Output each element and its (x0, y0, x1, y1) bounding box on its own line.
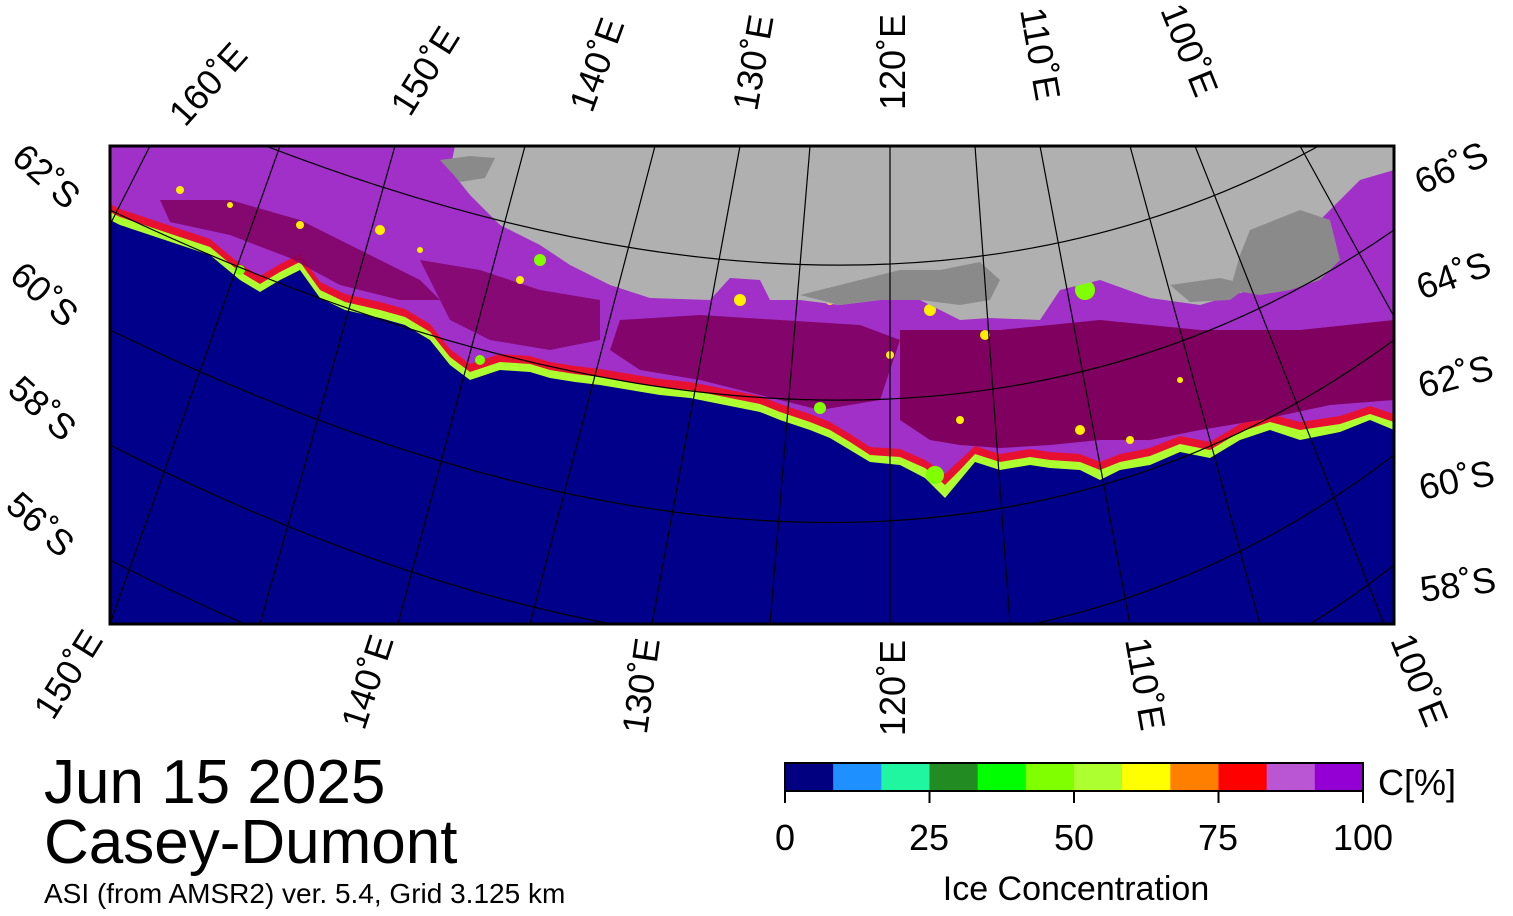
colorbar-bin (833, 763, 882, 791)
bottom-lon-label-140e: 140˚E (333, 630, 402, 734)
ice-shelf-central (800, 262, 1000, 305)
colorbar-bins (785, 763, 1364, 791)
colorbar-tick-label-75: 75 (1198, 817, 1238, 858)
colorbar-tick-label-25: 25 (909, 817, 949, 858)
map-frame (108, 144, 1396, 626)
colorbar-bin (1074, 763, 1123, 791)
colorbar-ticks (784, 791, 1364, 803)
top-lon-label-160e: 160˚E (160, 35, 255, 134)
colorbar-label: Ice Concentration (943, 870, 1210, 908)
top-lon-label-110e: 110˚E (1012, 4, 1069, 103)
colorbar-bin (1025, 763, 1075, 791)
right-lat-label-58s: 58˚S (1417, 559, 1498, 610)
left-lat-label-56s: 56˚S (0, 483, 83, 564)
meridian-145e (259, 146, 396, 624)
right-lat-label-64s: 64˚S (1411, 243, 1496, 308)
colorbar-bin (1314, 763, 1364, 791)
colorbar-bin (1218, 763, 1268, 791)
meridian-135e (529, 146, 656, 624)
consolidated-ice-mid (420, 260, 600, 350)
bottom-lon-label-150e: 150˚E (25, 623, 111, 726)
right-lat-label-66s: 66˚S (1408, 133, 1494, 202)
map-region-title: Casey-Dumont (44, 808, 458, 877)
colorbar-bin (1266, 763, 1316, 791)
right-latitude-labels: 66˚S 64˚S 62˚S 60˚S 58˚S (1408, 133, 1498, 610)
colorbar-tick-label-100: 100 (1333, 817, 1393, 858)
latitude-line-58s (110, 444, 1394, 624)
meridian-150e (110, 146, 281, 624)
top-lon-label-130e: 130˚E (725, 12, 782, 114)
bottom-lon-label-100e: 100˚E (1383, 628, 1457, 732)
left-latitude-labels: 62˚S 60˚S 58˚S 56˚S (0, 135, 89, 564)
colorbar-bin (929, 763, 979, 791)
top-longitude-labels: 160˚E 150˚E 140˚E 130˚E 120˚E 110˚E 100˚… (160, 0, 1226, 133)
ice-shelf-west (440, 156, 495, 182)
colorbar-tick-label-50: 50 (1054, 817, 1094, 858)
meridian-160e (110, 146, 151, 227)
ice-shelf-mid (1170, 278, 1250, 302)
latitude-line-64s (264, 146, 1320, 266)
meridian-110e (1039, 146, 1131, 624)
colorbar-bin (1122, 763, 1171, 791)
map-date-title: Jun 15 2025 (44, 748, 386, 817)
colorbar-bin (785, 763, 834, 791)
ice-shelf-east (1230, 210, 1340, 295)
colorbar-bin (977, 763, 1027, 791)
consolidated-ice-west (160, 200, 440, 300)
top-lon-label-140e: 140˚E (561, 12, 632, 116)
right-lat-label-60s: 60˚S (1415, 452, 1498, 508)
consolidated-ice-east (900, 320, 1394, 448)
top-lon-label-120e: 120˚E (872, 14, 913, 110)
left-lat-label-60s: 60˚S (3, 253, 87, 334)
bottom-lon-label-130e: 130˚E (614, 635, 668, 736)
latitude-line-62s (110, 209, 1394, 401)
latitude-line-60s (110, 329, 1394, 524)
meridian-105e (1129, 146, 1261, 624)
meridian-95e (1299, 146, 1394, 318)
meridian-125e (769, 146, 811, 624)
meridian-140e (397, 146, 526, 624)
colorbar-tick-label-0: 0 (775, 817, 795, 858)
colorbar-unit: C[%] (1378, 762, 1456, 803)
top-lon-label-150e: 150˚E (382, 19, 468, 122)
bottom-lon-label-120e: 120˚E (872, 640, 913, 736)
left-lat-label-58s: 58˚S (1, 367, 85, 448)
colorbar-bin (1170, 763, 1219, 791)
meridian-130e (651, 146, 741, 624)
bottom-lon-label-110e: 110˚E (1117, 634, 1174, 733)
top-lon-label-100e: 100˚E (1153, 0, 1227, 102)
right-lat-label-62s: 62˚S (1413, 346, 1497, 405)
colorbar-bin (881, 763, 930, 791)
bottom-longitude-labels: 150˚E 140˚E 130˚E 120˚E 110˚E 100˚E (25, 623, 1456, 737)
map-area (110, 146, 1394, 624)
product-info-caption: ASI (from AMSR2) ver. 5.4, Grid 3.125 km (44, 878, 566, 909)
meridian-100e (1194, 146, 1385, 624)
meridian-115e (974, 146, 1011, 624)
left-lat-label-62s: 62˚S (5, 135, 89, 216)
graticule (110, 146, 1394, 624)
consolidated-ice-central (610, 315, 900, 410)
antarctic-land (450, 146, 1394, 320)
ice-concentration-colorbar: 0 25 50 75 100 C[%] Ice Concentration (775, 762, 1456, 908)
